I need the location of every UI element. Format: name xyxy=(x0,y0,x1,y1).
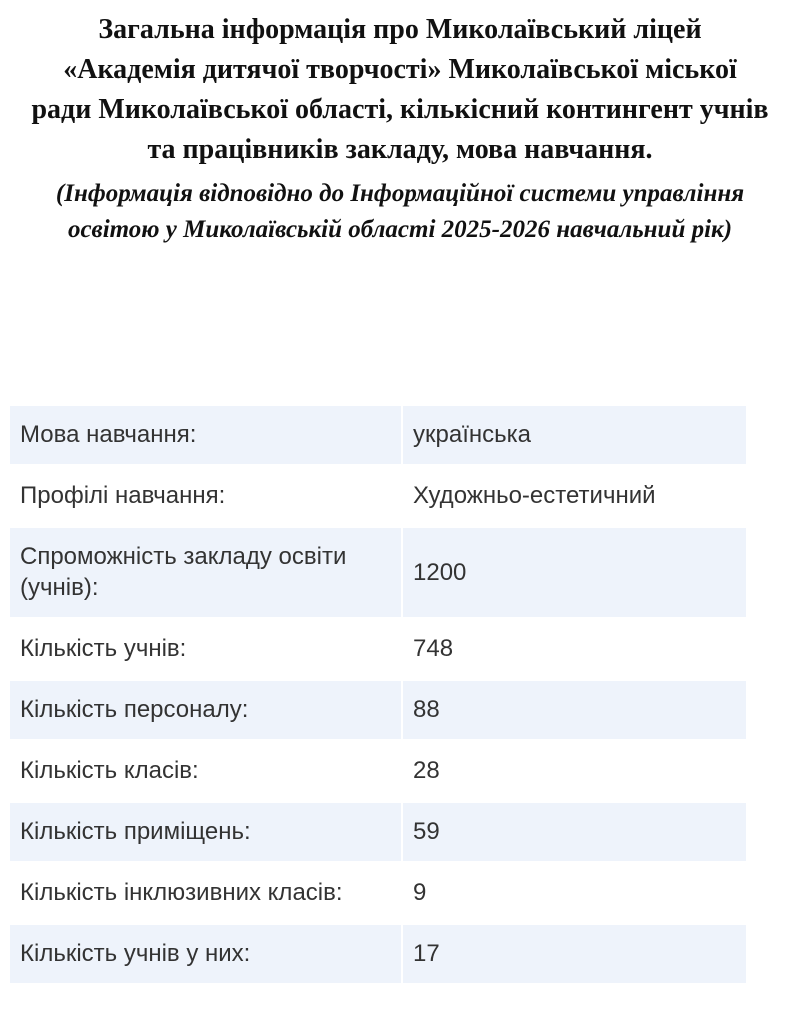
row-value: 59 xyxy=(403,803,746,861)
row-value: 1200 xyxy=(403,528,746,617)
row-value: 17 xyxy=(403,925,746,983)
row-label: Мова навчання: xyxy=(10,406,401,464)
row-label: Профілі навчання: xyxy=(10,467,401,525)
row-label: Кількість учнів у них: xyxy=(10,925,401,983)
row-label: Кількість учнів: xyxy=(10,620,401,678)
page: Загальна інформація про Миколаївський лі… xyxy=(0,10,800,1014)
row-value: 88 xyxy=(403,681,746,739)
table-row: Кількість учнів: 748 xyxy=(10,620,746,678)
row-label: Кількість класів: xyxy=(10,742,401,800)
table-row: Спроможність закладу освіти (учнів): 1200 xyxy=(10,528,746,617)
table-row: Кількість інклюзивних класів: 9 xyxy=(10,864,746,922)
row-value: 748 xyxy=(403,620,746,678)
row-value: українська xyxy=(403,406,746,464)
row-label: Кількість інклюзивних класів: xyxy=(10,864,401,922)
row-value: 28 xyxy=(403,742,746,800)
info-table: Мова навчання: українська Профілі навчання… xyxy=(8,403,748,986)
table-row: Мова навчання: українська xyxy=(10,406,746,464)
table-row: Кількість класів: 28 xyxy=(10,742,746,800)
row-label: Кількість персоналу: xyxy=(10,681,401,739)
row-label: Кількість приміщень: xyxy=(10,803,401,861)
row-label: Спроможність закладу освіти (учнів): xyxy=(10,528,401,617)
table-row: Кількість учнів у них: 17 xyxy=(10,925,746,983)
table-row: Кількість персоналу: 88 xyxy=(10,681,746,739)
subtitle: (Інформація відповідно до Інформаційної … xyxy=(55,180,745,243)
row-value: 9 xyxy=(403,864,746,922)
row-value: Художньо-естетичний xyxy=(403,467,746,525)
table-row: Кількість приміщень: 59 xyxy=(10,803,746,861)
title: Загальна інформація про Миколаївський лі… xyxy=(31,14,769,165)
table-row: Профілі навчання: Художньо-естетичний xyxy=(10,467,746,525)
